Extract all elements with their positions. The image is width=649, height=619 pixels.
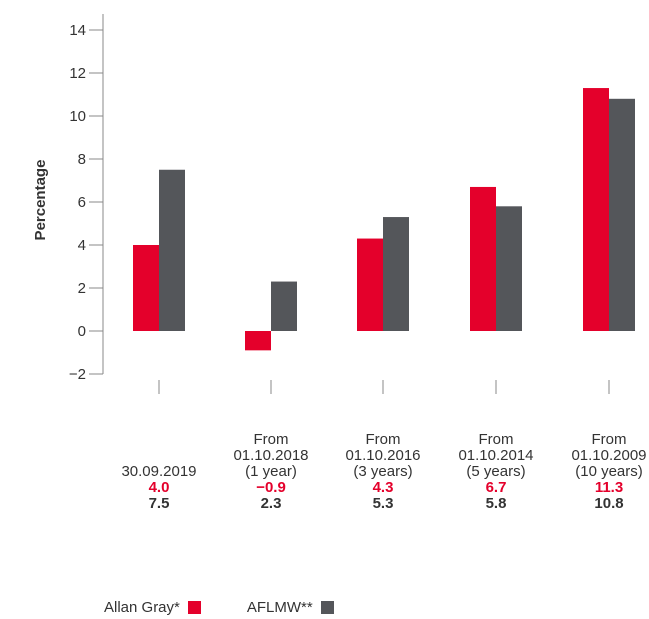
category-label-line: (3 years) [353, 463, 413, 480]
legend: Allan Gray* AFLMW** [104, 597, 380, 617]
x-axis [158, 380, 610, 394]
data-label-aflmw: 2.3 [260, 495, 282, 512]
y-tick-label: 0 [78, 323, 86, 340]
category-label-line [99, 448, 219, 464]
data-label-allan-gray: 6.7 [485, 479, 507, 496]
category-label-line [99, 432, 219, 448]
category-label-line: 01.10.2014 [458, 447, 534, 464]
data-label-aflmw: 10.8 [594, 495, 624, 512]
category-label: 30.09.2019 4.0 7.5 [99, 432, 219, 512]
y-tick-label: 8 [78, 151, 86, 168]
bars [133, 88, 635, 351]
data-label-aflmw: 5.8 [485, 495, 507, 512]
bar [159, 169, 185, 331]
category-label-line: 30.09.2019 [121, 463, 197, 480]
legend-label-allan-gray: Allan Gray* [104, 598, 180, 616]
data-label-aflmw: 5.3 [372, 495, 394, 512]
bar [133, 245, 159, 331]
category-label-line: (10 years) [575, 463, 643, 480]
category-label-line: From [253, 431, 289, 448]
y-tick-label: 2 [78, 280, 86, 297]
y-axis-label: Percentage [32, 160, 49, 241]
legend-item-aflmw: AFLMW** [247, 599, 334, 616]
category-label-line: 01.10.2009 [571, 447, 647, 464]
legend-swatch-allan-gray [187, 600, 201, 614]
bar [357, 238, 383, 331]
category-label: From 01.10.2018 (1 year) −0.9 2.3 [211, 432, 331, 512]
y-tick-label: −2 [69, 366, 86, 383]
data-label-aflmw: 7.5 [148, 495, 170, 512]
data-label-allan-gray: 4.3 [372, 479, 394, 496]
category-label-line: (1 year) [245, 463, 297, 480]
y-tick-label: 4 [78, 237, 86, 254]
y-tick-label: 6 [78, 194, 86, 211]
category-label-line: From [591, 431, 627, 448]
bar [245, 331, 271, 351]
data-label-allan-gray: 11.3 [594, 479, 624, 496]
category-label-line: From [478, 431, 514, 448]
category-label-line: 01.10.2016 [345, 447, 421, 464]
category-label-line: From [365, 431, 401, 448]
category-label-line: (5 years) [466, 463, 526, 480]
bar-chart: 14 12 10 8 6 4 2 0 −2 Percentage [32, 14, 635, 394]
category-label: From 01.10.2016 (3 years) 4.3 5.3 [323, 432, 443, 512]
data-label-allan-gray: −0.9 [256, 479, 286, 496]
bar [609, 98, 635, 331]
y-tick-label: 12 [69, 65, 86, 82]
category-label: From 01.10.2014 (5 years) 6.7 5.8 [436, 432, 556, 512]
legend-label-aflmw: AFLMW** [246, 598, 313, 616]
category-label-line: 01.10.2018 [233, 447, 309, 464]
data-label-allan-gray: 4.0 [148, 479, 170, 496]
y-tick-label: 10 [69, 108, 86, 125]
bar [496, 206, 522, 331]
category-label: From 01.10.2009 (10 years) 11.3 10.8 [549, 432, 649, 512]
legend-swatch-aflmw [320, 600, 334, 614]
y-tick-label: 14 [69, 22, 86, 39]
legend-item-allan-gray: Allan Gray* [104, 599, 201, 616]
bar [383, 217, 409, 331]
bar [470, 186, 496, 331]
bar [271, 281, 297, 331]
bar [583, 88, 609, 331]
y-axis: 14 12 10 8 6 4 2 0 −2 [69, 14, 104, 383]
